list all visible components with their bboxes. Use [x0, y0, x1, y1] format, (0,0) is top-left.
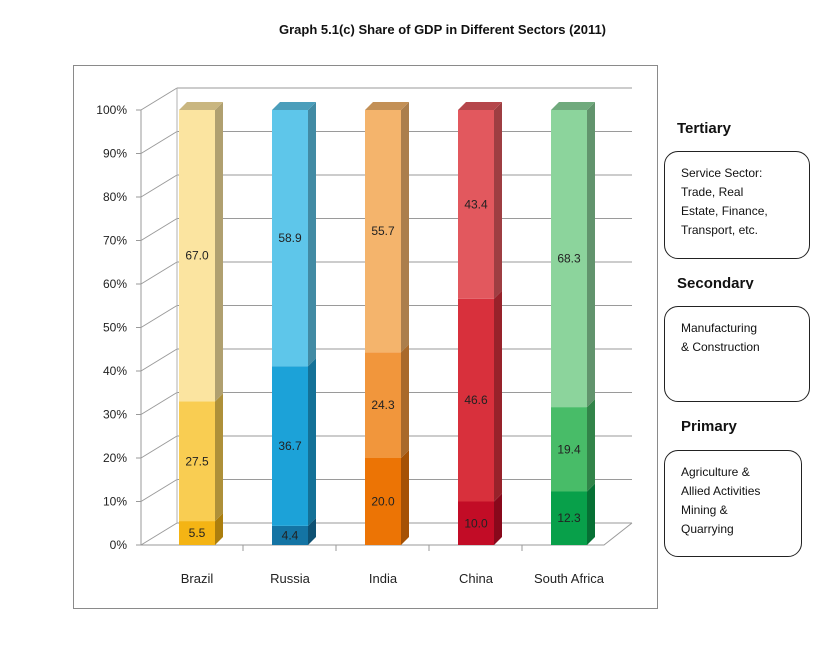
legend-secondary-line: Manufacturing [681, 321, 758, 335]
bar-segment [179, 521, 215, 545]
bar-top [179, 102, 223, 110]
bar-segment-side [587, 399, 595, 492]
x-tick-label: Russia [270, 571, 311, 586]
bar-segment [272, 366, 308, 526]
bar-segment [179, 401, 215, 522]
data-label: 67.0 [185, 249, 209, 263]
legend-primary-line: Mining & [681, 503, 728, 517]
legend-tertiary-line: Estate, Finance, [681, 204, 768, 218]
x-tick-label: South Africa [534, 571, 605, 586]
bar-segment [179, 110, 215, 402]
legend-primary-heading: Primary [681, 418, 737, 434]
bar-segment [365, 352, 401, 458]
data-label: 58.9 [278, 231, 302, 245]
bar-segment [551, 407, 587, 492]
bar-segment-side [401, 450, 409, 545]
legend-tertiary-box: Service Sector: Trade, Real Estate, Fina… [664, 151, 810, 259]
y-tick-label: 0% [110, 538, 128, 552]
y-tick-label: 80% [103, 190, 127, 204]
data-label: 5.5 [189, 526, 206, 540]
bar-segment [365, 458, 401, 545]
bar-segment [458, 501, 494, 545]
legend-tertiary-heading: Tertiary [677, 120, 731, 137]
y-tick-label: 90% [103, 147, 127, 161]
gridline-diagonal [140, 435, 178, 459]
bar-segment-side [494, 493, 502, 545]
bar-segment [365, 110, 401, 353]
legend-primary-line: Quarrying [681, 522, 734, 536]
y-tick-label: 20% [103, 451, 127, 465]
y-tick-label: 10% [103, 495, 127, 509]
bar-segment-side [494, 102, 502, 299]
gridline-diagonal [140, 87, 178, 111]
bar-segment-side [401, 344, 409, 458]
gridline-diagonal [140, 392, 178, 415]
bar-segment-side [308, 358, 316, 526]
y-tick-label: 40% [103, 364, 127, 378]
legend-secondary-heading: Secondary [677, 275, 754, 289]
chart-title: Graph 5.1(c) Share of GDP in Different S… [278, 22, 607, 37]
bar-segment [458, 298, 494, 502]
y-tick-label: 100% [96, 103, 127, 117]
data-label: 20.0 [371, 495, 395, 509]
y-tick-label: 50% [103, 321, 127, 335]
legend-tertiary-line: Service Sector: [681, 166, 763, 180]
gridline-diagonal [140, 305, 178, 328]
data-label: 10.0 [464, 516, 488, 530]
bar-top [272, 102, 316, 110]
bar-segment [272, 110, 308, 367]
bar-segment-side [308, 102, 316, 367]
gridline-diagonal [140, 522, 178, 546]
y-tick-label: 60% [103, 277, 127, 291]
legend-primary-line: Allied Activities [681, 484, 761, 498]
data-label: 68.3 [557, 252, 581, 266]
bar-segment-side [215, 513, 223, 545]
gridline-diagonal [140, 218, 178, 241]
legend-primary-box: Agriculture & Allied Activities Mining &… [664, 450, 802, 557]
bar-segment-side [215, 393, 223, 522]
legend-secondary-line: & Construction [681, 340, 760, 354]
x-tick-label: China [459, 571, 494, 586]
x-tick-label: Brazil [181, 571, 214, 586]
bar-top [458, 102, 502, 110]
legend-tertiary-line: Transport, etc. [681, 223, 758, 237]
gridline-diagonal [140, 261, 178, 285]
bar-segment [458, 110, 494, 299]
data-label: 19.4 [557, 442, 581, 456]
bar-segment-side [308, 517, 316, 545]
bar-segment-side [401, 102, 409, 353]
x-tick-label: India [369, 571, 398, 586]
bar-segment-side [587, 483, 595, 545]
data-label: 55.7 [371, 224, 395, 238]
legend-tertiary-line: Trade, Real [681, 185, 744, 199]
gridline-diagonal [140, 479, 178, 502]
bar-segment [551, 491, 587, 545]
data-label: 12.3 [557, 511, 581, 525]
bar-segment-side [587, 102, 595, 408]
gridline-diagonal [140, 348, 178, 372]
legend-primary-line: Agriculture & [681, 465, 750, 479]
data-label: 36.7 [278, 439, 302, 453]
bar-top [365, 102, 409, 110]
gridline-diagonal [140, 131, 178, 154]
bar-top [551, 102, 595, 110]
bar-segment [272, 525, 308, 545]
data-label: 24.3 [371, 398, 395, 412]
data-label: 46.6 [464, 393, 488, 407]
bar-segment-side [494, 290, 502, 502]
y-tick-label: 70% [103, 234, 127, 248]
data-label: 4.4 [282, 528, 299, 542]
data-label: 27.5 [185, 454, 209, 468]
bar-segment [551, 110, 587, 408]
data-label: 43.4 [464, 197, 488, 211]
legend-secondary-box: Manufacturing & Construction [664, 306, 810, 402]
y-tick-label: 30% [103, 408, 127, 422]
gridline-diagonal [140, 174, 178, 198]
bar-segment-side [215, 102, 223, 402]
